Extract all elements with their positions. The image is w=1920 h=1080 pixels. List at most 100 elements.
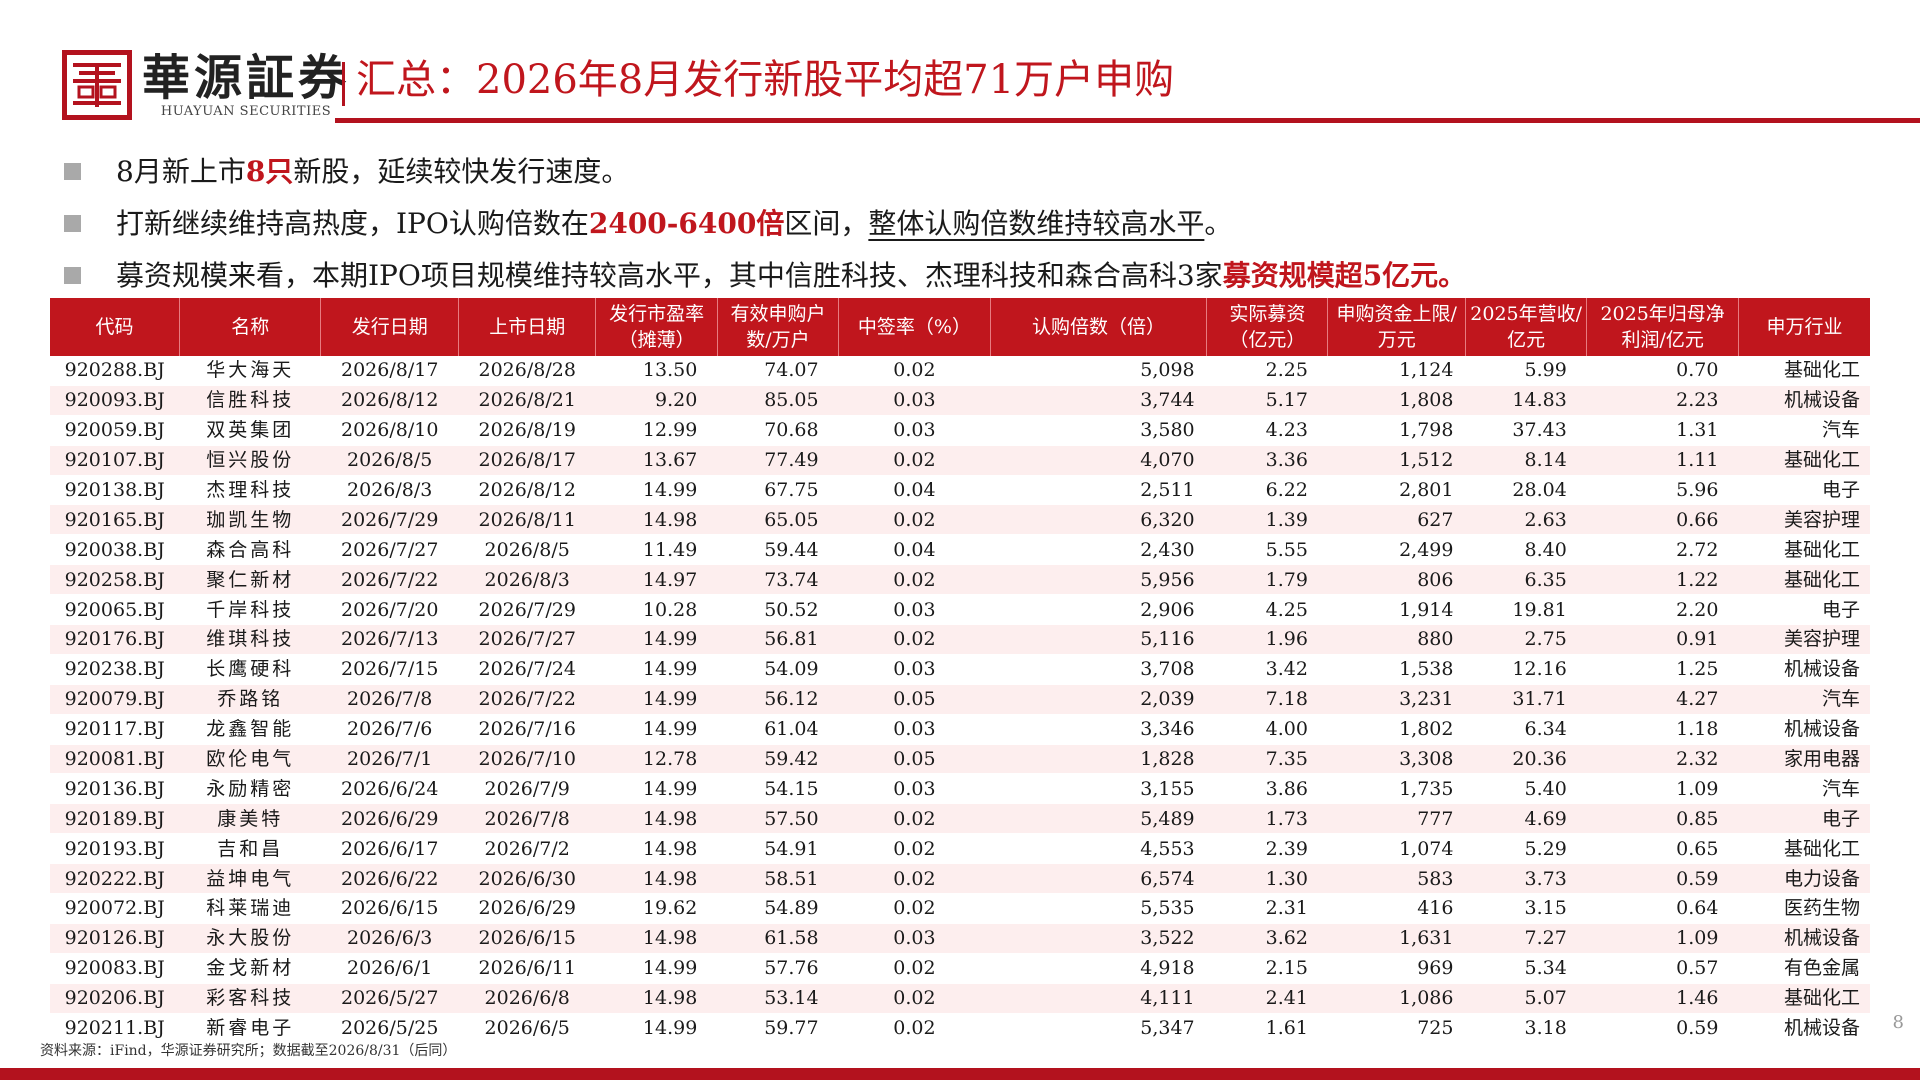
cell-col-pe: 19.62 (595, 893, 718, 924)
cell-col-cap: 1,074 (1327, 833, 1466, 865)
table-row: 920288.BJ 华大海天 2026/8/17 2026/8/28 13.50 74.0… (50, 356, 1870, 386)
header-col-pe: 发行市盈率（摊薄） (595, 298, 718, 356)
header-col-raised: 实际募资（亿元） (1206, 298, 1329, 356)
cell-col-net-profit: 1.09 (1586, 773, 1739, 805)
cell-col-listing-date: 2026/8/21 (458, 385, 596, 416)
cell-col-pe: 14.98 (595, 833, 718, 865)
cell-col-net-profit: 0.59 (1586, 863, 1739, 895)
cell-col-industry: 基础化工 (1738, 833, 1870, 865)
bullet-text-part: 8月新上市 (116, 155, 246, 188)
cell-col-cap: 806 (1327, 564, 1466, 596)
cell-col-industry: 基础化工 (1738, 983, 1870, 1014)
cell-col-cap: 2,801 (1327, 475, 1466, 506)
cell-col-industry: 电子 (1738, 594, 1870, 626)
cell-col-multiple: 5,098 (990, 356, 1207, 386)
cell-col-listing-date: 2026/6/5 (458, 1013, 596, 1044)
cell-col-revenue: 3.15 (1465, 893, 1587, 924)
cell-col-multiple: 5,347 (990, 1013, 1207, 1044)
cell-col-raised: 5.55 (1206, 534, 1328, 566)
cell-col-name: 科莱瑞迪 (179, 893, 321, 924)
cell-col-multiple: 2,430 (990, 534, 1207, 566)
bullet-square-icon (64, 267, 81, 284)
cell-col-industry: 美容护理 (1738, 624, 1870, 655)
cell-col-name: 长鹰硬科 (179, 654, 321, 685)
bullet-text-part: 募资规模来看，本期IPO项目规模维持较高水平，其中信胜科技、杰理科技和森合高科3… (116, 259, 1223, 292)
bullet-text-part: 。 (1204, 207, 1233, 240)
cell-col-listing-date: 2026/7/24 (458, 654, 596, 685)
cell-col-multiple: 6,320 (990, 504, 1207, 536)
cell-col-pe: 14.99 (595, 624, 718, 655)
cell-col-pe: 13.50 (595, 356, 718, 386)
cell-col-revenue: 19.81 (1465, 594, 1587, 626)
bullet-text: 募资规模来看，本期IPO项目规模维持较高水平，其中信胜科技、杰理科技和森合高科3… (116, 250, 1466, 302)
cell-col-net-profit: 1.09 (1586, 923, 1739, 954)
cell-col-subscribers: 73.74 (717, 564, 839, 596)
table-row: 920126.BJ 永大股份 2026/6/3 2026/6/15 14.98 61.58… (50, 923, 1870, 954)
cell-col-name: 杰理科技 (179, 475, 321, 506)
cell-col-revenue: 6.35 (1465, 564, 1587, 596)
bullet-square-icon (64, 163, 81, 180)
cell-col-revenue: 3.18 (1465, 1013, 1587, 1044)
cell-col-industry: 基础化工 (1738, 445, 1870, 476)
cell-col-name: 聚仁新材 (179, 564, 321, 596)
bullet-item: 募资规模来看，本期IPO项目规模维持较高水平，其中信胜科技、杰理科技和森合高科3… (62, 250, 1862, 302)
cell-col-revenue: 14.83 (1465, 385, 1587, 416)
cell-col-net-profit: 1.18 (1586, 714, 1739, 745)
table-row: 920117.BJ 龙鑫智能 2026/7/6 2026/7/16 14.99 61.04… (50, 714, 1870, 745)
cell-col-name: 恒兴股份 (179, 445, 321, 476)
cell-col-win-rate: 0.03 (838, 773, 991, 805)
cell-col-multiple: 3,708 (990, 654, 1207, 685)
cell-col-listing-date: 2026/8/19 (458, 415, 596, 446)
header-col-listing-date: 上市日期 (458, 298, 597, 356)
cell-col-revenue: 2.75 (1465, 624, 1587, 655)
cell-col-raised: 7.35 (1206, 744, 1328, 775)
cell-col-code: 920258.BJ (50, 564, 180, 596)
cell-col-subscribers: 58.51 (717, 863, 839, 895)
cell-col-subscribers: 54.91 (717, 833, 839, 865)
cell-col-raised: 6.22 (1206, 475, 1328, 506)
cell-col-multiple: 1,828 (990, 744, 1207, 775)
cell-col-revenue: 7.27 (1465, 923, 1587, 954)
cell-col-revenue: 5.34 (1465, 953, 1587, 984)
cell-col-subscribers: 65.05 (717, 504, 839, 536)
cell-col-issue-date: 2026/6/15 (320, 893, 459, 924)
cell-col-name: 双英集团 (179, 415, 321, 446)
cell-col-pe: 13.67 (595, 445, 718, 476)
cell-col-cap: 583 (1327, 863, 1466, 895)
cell-col-multiple: 5,535 (990, 893, 1207, 924)
cell-col-revenue: 5.07 (1465, 983, 1587, 1014)
cell-col-issue-date: 2026/5/25 (320, 1013, 459, 1044)
cell-col-cap: 1,512 (1327, 445, 1466, 476)
cell-col-net-profit: 1.46 (1586, 983, 1739, 1014)
table-row: 920165.BJ 珈凯生物 2026/7/29 2026/8/11 14.98 65.0… (50, 504, 1870, 536)
cell-col-listing-date: 2026/7/29 (458, 594, 596, 626)
cell-col-industry: 基础化工 (1738, 564, 1870, 596)
cell-col-code: 920072.BJ (50, 893, 180, 924)
cell-col-industry: 医药生物 (1738, 893, 1870, 924)
cell-col-code: 920165.BJ (50, 504, 180, 536)
cell-col-win-rate: 0.04 (838, 534, 991, 566)
cell-col-raised: 1.61 (1206, 1013, 1328, 1044)
cell-col-win-rate: 0.02 (838, 504, 991, 536)
cell-col-multiple: 5,489 (990, 803, 1207, 835)
header-col-subscribers: 有效申购户数/万户 (717, 298, 840, 356)
ipo-table: 代码 名称 发行日期 上市日期 发行市盈率（摊薄） 有效申购户数/万户 中签率（%） 认购倍数… (50, 298, 1870, 1044)
cell-col-subscribers: 74.07 (717, 356, 839, 386)
table-header-row: 代码 名称 发行日期 上市日期 发行市盈率（摊薄） 有效申购户数/万户 中签率（%） 认购倍数… (50, 298, 1870, 356)
cell-col-win-rate: 0.03 (838, 385, 991, 416)
cell-col-win-rate: 0.05 (838, 684, 991, 715)
bullet-underline: 整体认购倍数维持较高水平 (868, 207, 1205, 240)
cell-col-revenue: 5.29 (1465, 833, 1587, 865)
cell-col-raised: 2.25 (1206, 356, 1328, 386)
cell-col-name: 珈凯生物 (179, 504, 321, 536)
cell-col-listing-date: 2026/8/28 (458, 356, 596, 386)
cell-col-raised: 5.17 (1206, 385, 1328, 416)
cell-col-revenue: 31.71 (1465, 684, 1587, 715)
bullet-highlight: 募资规模超5亿元。 (1222, 259, 1467, 292)
cell-col-listing-date: 2026/6/29 (458, 893, 596, 924)
cell-col-multiple: 2,511 (990, 475, 1207, 506)
cell-col-subscribers: 50.52 (717, 594, 839, 626)
cell-col-win-rate: 0.02 (838, 953, 991, 984)
cell-col-win-rate: 0.05 (838, 744, 991, 775)
cell-col-cap: 880 (1327, 624, 1466, 655)
